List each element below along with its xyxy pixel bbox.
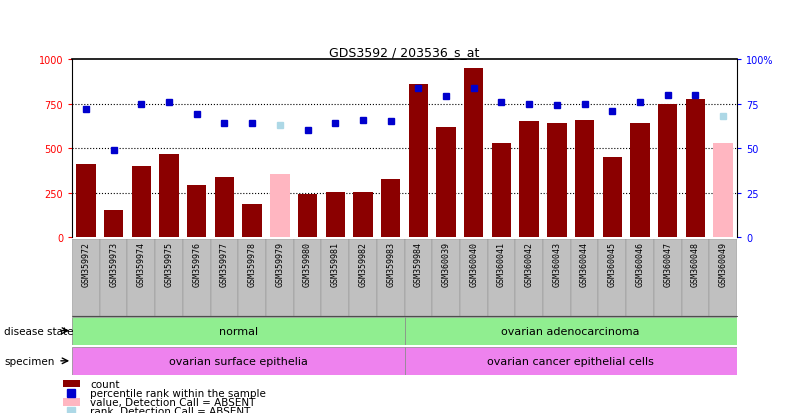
Bar (215, 178, 234, 237)
Text: normal: normal (219, 326, 258, 336)
Bar (298, 195, 317, 237)
Bar (520, 122, 539, 237)
Text: GSM360045: GSM360045 (608, 242, 617, 287)
Text: rank, Detection Call = ABSENT: rank, Detection Call = ABSENT (91, 406, 251, 413)
Bar (72, 317, 405, 345)
Bar (325, 192, 345, 237)
Text: ovarian cancer epithelial cells: ovarian cancer epithelial cells (487, 356, 654, 366)
Bar (658, 105, 678, 237)
Bar (62, 380, 80, 387)
Bar (464, 69, 484, 237)
Text: disease state: disease state (4, 326, 74, 336)
Text: ovarian surface epithelia: ovarian surface epithelia (169, 356, 308, 366)
Bar (187, 186, 207, 237)
Text: count: count (91, 379, 119, 389)
Bar (602, 157, 622, 237)
Text: GSM360049: GSM360049 (718, 242, 727, 287)
Text: GSM359972: GSM359972 (82, 242, 91, 287)
Bar (159, 155, 179, 237)
Bar (294, 240, 321, 316)
Text: GSM360040: GSM360040 (469, 242, 478, 287)
Text: GSM359973: GSM359973 (109, 242, 118, 287)
Text: GSM359976: GSM359976 (192, 242, 201, 287)
Bar (405, 347, 737, 375)
Bar (127, 240, 155, 316)
Text: GSM360039: GSM360039 (441, 242, 450, 287)
Text: GSM359974: GSM359974 (137, 242, 146, 287)
Bar (321, 240, 349, 316)
Text: GSM360042: GSM360042 (525, 242, 533, 287)
Bar (239, 240, 266, 316)
Bar (266, 240, 294, 316)
Bar (100, 240, 127, 316)
Bar (72, 240, 100, 316)
Text: GSM360043: GSM360043 (553, 242, 562, 287)
Bar (682, 240, 709, 316)
Bar (543, 240, 570, 316)
Text: value, Detection Call = ABSENT: value, Detection Call = ABSENT (91, 397, 256, 407)
Text: GSM360044: GSM360044 (580, 242, 589, 287)
Text: specimen: specimen (4, 356, 54, 366)
Bar (488, 240, 515, 316)
Bar (714, 143, 733, 237)
Text: GSM359981: GSM359981 (331, 242, 340, 287)
Text: GSM359979: GSM359979 (276, 242, 284, 287)
Bar (630, 124, 650, 237)
Text: GSM360047: GSM360047 (663, 242, 672, 287)
Text: GSM359980: GSM359980 (303, 242, 312, 287)
Text: GSM359975: GSM359975 (164, 242, 174, 287)
Bar (437, 127, 456, 237)
Bar (62, 399, 80, 406)
Text: GSM360048: GSM360048 (691, 242, 700, 287)
Bar (104, 211, 123, 237)
Bar (211, 240, 239, 316)
Text: GSM359982: GSM359982 (359, 242, 368, 287)
Bar (270, 174, 289, 237)
Bar (686, 100, 705, 237)
Bar (405, 317, 737, 345)
Text: GSM359984: GSM359984 (414, 242, 423, 287)
Bar (575, 120, 594, 237)
Bar (626, 240, 654, 316)
Text: GSM359983: GSM359983 (386, 242, 395, 287)
Bar (492, 143, 511, 237)
Bar (155, 240, 183, 316)
Bar (405, 240, 433, 316)
Bar (183, 240, 211, 316)
Text: ovarian adenocarcinoma: ovarian adenocarcinoma (501, 326, 640, 336)
Text: percentile rank within the sample: percentile rank within the sample (91, 388, 266, 398)
Bar (709, 240, 737, 316)
Bar (72, 347, 405, 375)
Bar (460, 240, 488, 316)
Bar (515, 240, 543, 316)
Bar (243, 204, 262, 237)
Bar (433, 240, 460, 316)
Bar (76, 165, 95, 237)
Text: GSM360046: GSM360046 (635, 242, 645, 287)
Bar (654, 240, 682, 316)
Bar (349, 240, 376, 316)
Text: GSM359978: GSM359978 (248, 242, 256, 287)
Bar (547, 124, 566, 237)
Bar (376, 240, 405, 316)
Text: GSM360041: GSM360041 (497, 242, 506, 287)
Text: GSM359977: GSM359977 (220, 242, 229, 287)
Bar (353, 192, 372, 237)
Bar (381, 180, 400, 237)
Bar (598, 240, 626, 316)
Bar (409, 85, 428, 237)
Bar (131, 166, 151, 237)
Bar (571, 240, 598, 316)
Title: GDS3592 / 203536_s_at: GDS3592 / 203536_s_at (329, 46, 480, 59)
